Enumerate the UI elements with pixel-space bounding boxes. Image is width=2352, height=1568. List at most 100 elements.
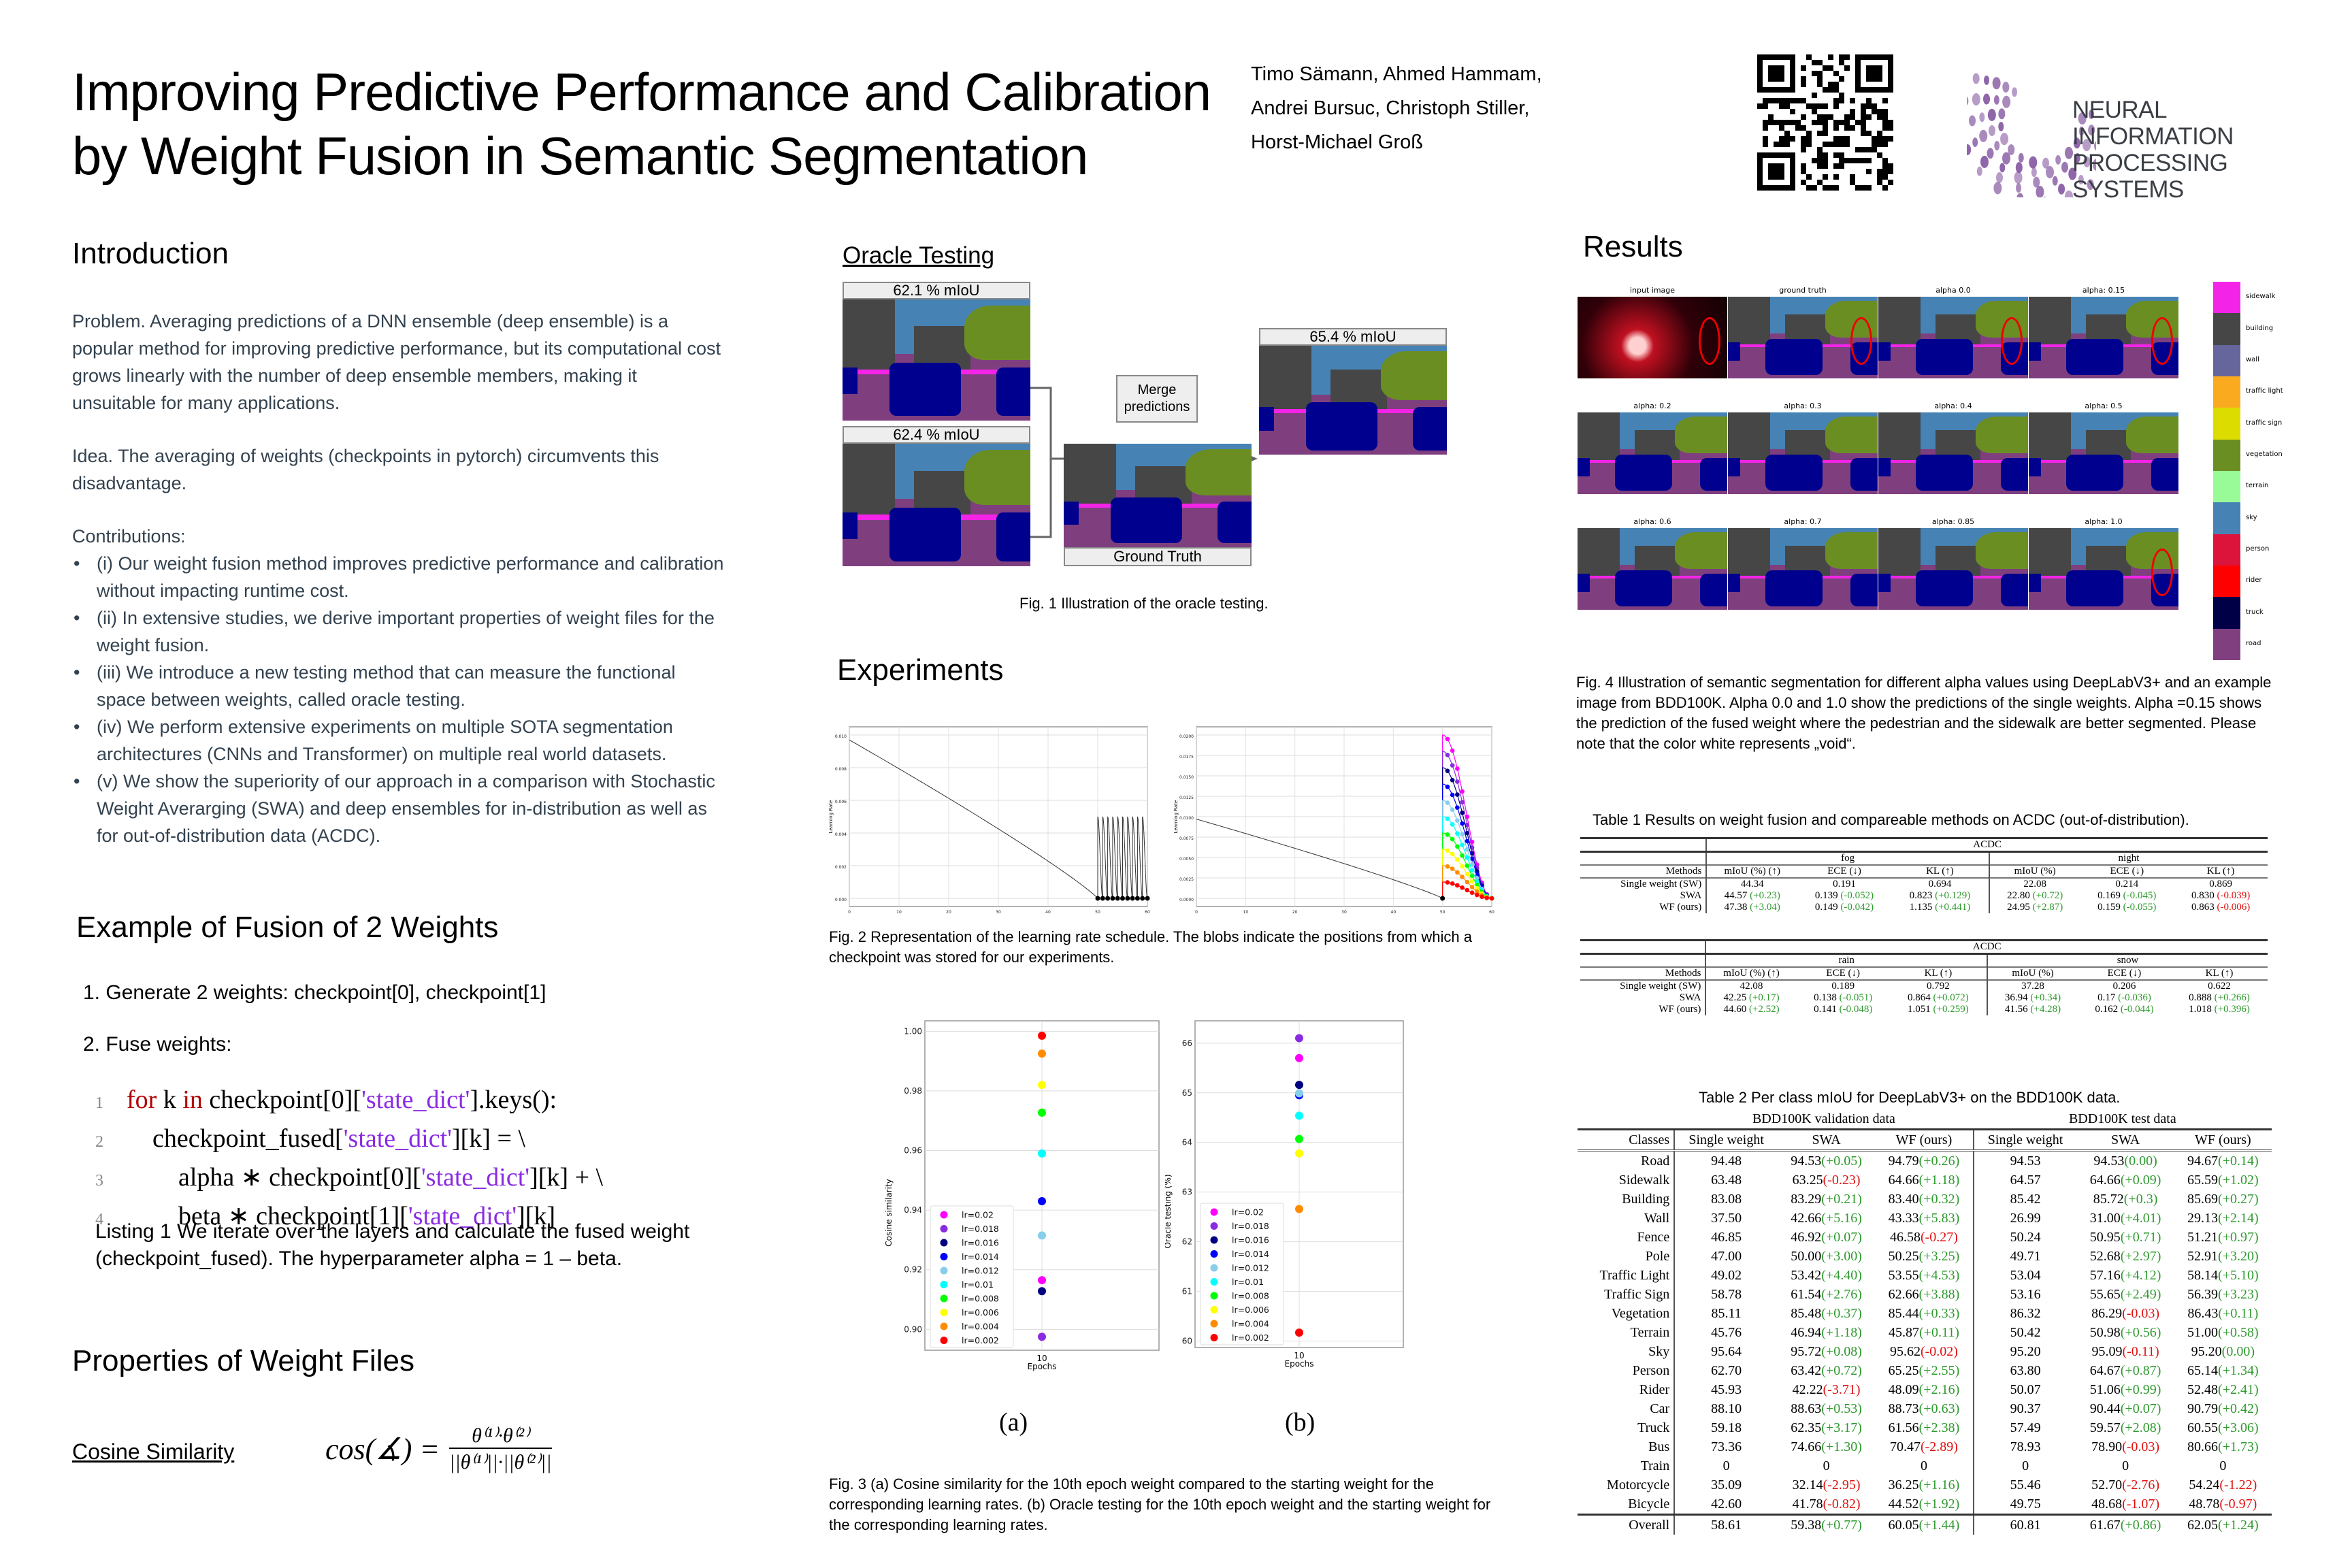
class-name: Traffic Light [1599,1268,1670,1283]
class-name: Fence [1637,1230,1670,1245]
cell-value: 0.17 [2097,992,2116,1003]
cell-delta: (+0.259) [1933,1004,1969,1015]
y-axis-label: Learning Rate [828,800,834,834]
legend-label: road [2246,639,2261,647]
column-header: WF (ours) [1895,1132,1953,1147]
y-tick-label: 0.94 [904,1205,922,1215]
cell-value: 50.07 [2010,1382,2041,1397]
column-header: ECE (↓) [1827,866,1861,877]
seg-car [1878,342,1891,361]
cell-value: 88.10 [1711,1401,1742,1416]
qr-code-icon [1757,54,1893,191]
cell-delta: (-0.052) [1840,890,1874,901]
column-header: Single weight [1972,1129,2077,1151]
table-cell: 58.61 [1673,1514,1778,1535]
table-cell: 49.71 [1972,1247,2077,1266]
cell-value: 59.38 [1791,1518,1822,1533]
qr-module [1817,71,1823,76]
table-cell: 88.10 [1673,1399,1778,1418]
data-point-lr=0.016 [1295,1081,1303,1090]
qr-module [1877,180,1882,185]
y-tick-label: 0.96 [904,1146,922,1156]
logo-dot [2089,109,2095,119]
segmentation-panel: alpha: 0.85 [1878,517,2028,610]
cell-value: 58.14 [2187,1268,2219,1283]
table-cell: 88.63(+0.53) [1778,1399,1875,1418]
qr-module [1839,163,1844,169]
cell-delta: (+4.01) [2120,1211,2161,1226]
cell-value: 65.14 [2187,1363,2219,1378]
table-cell: 83.08 [1673,1190,1778,1209]
qr-module [1757,103,1763,109]
merged-segmentation [1259,346,1447,455]
cell-delta: (+0.21) [1821,1192,1862,1207]
table-cell: 57.49 [1972,1418,2077,1437]
x-tick-label: 10 [1036,1354,1047,1363]
data-point-lr=0.002 [1295,1328,1303,1337]
legend-label: lr=0.01 [1232,1277,1264,1287]
table-cell: 0.189 [1797,980,1890,992]
table-cell: 0.149 (-0.042) [1797,902,1891,913]
panel-title: alpha: 0.4 [1934,402,1972,410]
cell-value: 62.66 [1888,1287,1919,1302]
cell-delta: (-0.97) [2219,1497,2257,1512]
cell-value: 85.42 [2010,1192,2041,1207]
data-point-lr=0.008 [1295,1134,1303,1143]
cell-delta: (+0.26) [1918,1154,1960,1169]
logo-dot [1992,77,2001,90]
cell-delta: (-0.23) [1823,1173,1861,1188]
qr-module [1866,169,1872,174]
qr-module [1801,142,1806,147]
section-heading-properties: Properties of Weight Files [72,1344,414,1377]
condition-header: fog [1705,851,1989,865]
checkpoint-blob [1445,816,1450,821]
qr-module [1806,103,1812,109]
legend-swatch-sky [2213,502,2240,534]
cosine-formula: cos(∡) = θ⁽¹⁾·θ⁽²⁾ ||θ⁽¹⁾||·||θ⁽²⁾|| [325,1424,552,1474]
table-row: Road 94.48 94.53(+0.05) 94.79(+0.26) 94.53 94… [1578,1150,2272,1171]
table-cell: 49.75 [1972,1494,2077,1515]
qr-code[interactable] [1757,54,1893,191]
table-cell: 0.888 (+0.266) [2171,992,2268,1004]
qr-module [1844,114,1850,120]
logo-dot [1993,182,2002,195]
segmentation-map [1578,528,1727,610]
cell-value: 0 [2122,1458,2129,1473]
line-number: 2 [95,1133,103,1151]
table-row: Classes Single weight SWA WF (ours) Single w… [1578,1129,2272,1151]
code-text: beta ∗ checkpoint[1][ [127,1202,408,1230]
seg-building [2029,412,2071,461]
legend-swatch-truck [2213,597,2240,629]
checkpoint-blob [1125,896,1130,901]
cell-delta: (+0.441) [1935,902,1971,913]
seg-car [2066,339,2123,376]
segmentation-panel: alpha: 0.5 [2029,402,2178,494]
prediction-1-miou: 62.1 % mIoU [843,282,1030,299]
fig2-left-chart: 0.000 0.002 0.004 0.006 0.008 0.010 0 10 20 30 40 5… [828,726,1150,913]
cell-delta: (+0.23) [1750,890,1780,901]
qr-module [1779,142,1784,147]
x-tick-label: 20 [946,910,951,913]
logo-dot [2002,81,2010,93]
segmentation-map [1878,412,2028,494]
table-cell: 58.14(+5.10) [2174,1266,2272,1285]
segmentation-grid: input image ground truth alpha 0.0 alpha: 0… [1578,286,2178,640]
table-row: Single weight (SW) 42.08 0.189 0.792 37.28 0.… [1580,980,2268,992]
cell-value: 86.29 [2091,1306,2123,1321]
qr-module [1763,120,1768,125]
data-point-lr=0.02 [1295,1054,1303,1062]
qr-module [1844,136,1850,142]
seg-building [1728,412,1770,461]
cell-delta: (+0.72) [2032,890,2063,901]
table-cell: 80.66(+1.73) [2174,1437,2272,1456]
qr-module [1839,136,1844,142]
code-keyword: in [182,1085,203,1114]
checkpoint-blob [1455,831,1460,836]
class-name: Terrain [1630,1325,1670,1340]
y-tick-label: 0.92 [904,1265,922,1275]
cell-value: 94.53 [1791,1154,1822,1169]
author-line: Timo Sämann, Ahmed Hammam, [1251,63,1542,85]
table-cell: 94.67(+0.14) [2174,1151,2272,1171]
table-cell: 64.57 [1972,1171,2077,1190]
data-point-lr=0.002 [1038,1031,1046,1040]
